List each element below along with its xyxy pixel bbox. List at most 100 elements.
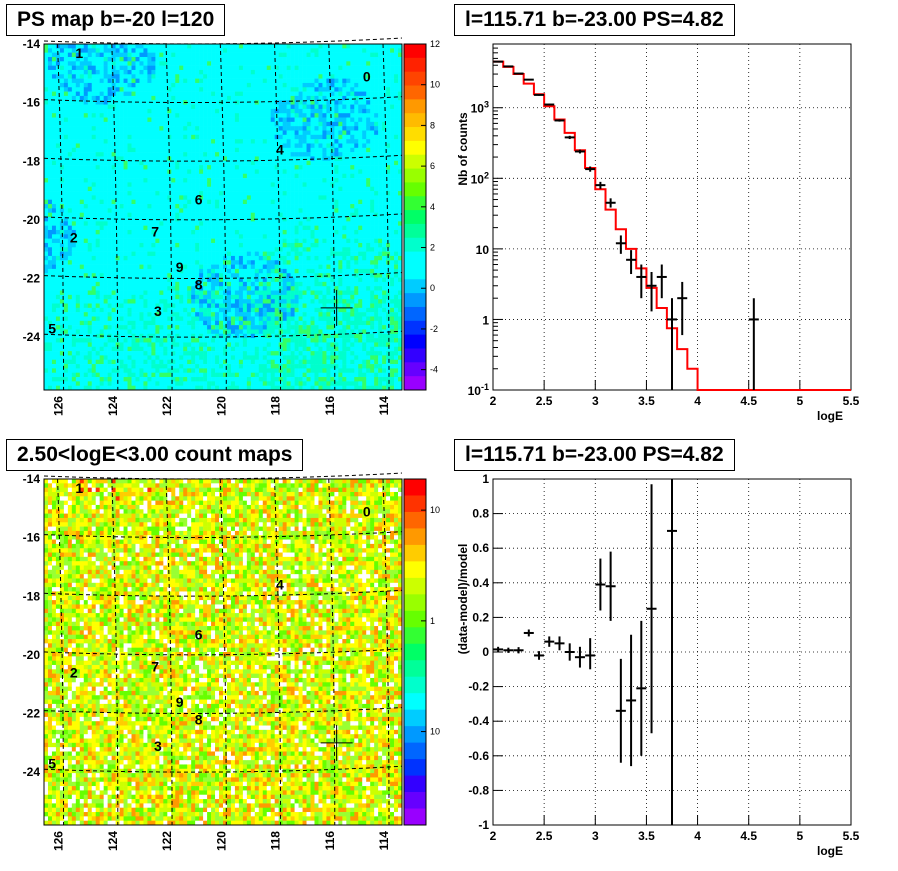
- heatmap-cell: [155, 255, 160, 261]
- heatmap-cell: [223, 294, 228, 300]
- heatmap-cell: [199, 48, 204, 53]
- heatmap-cell: [167, 44, 172, 49]
- heatmap-cell: [258, 82, 264, 88]
- heatmap-cell: [266, 156, 272, 162]
- heatmap-cell: [67, 251, 73, 257]
- heatmap-cell: [242, 195, 248, 201]
- heatmap-cell: [167, 113, 172, 118]
- heatmap-cell: [99, 65, 104, 71]
- heatmap-cell: [219, 126, 224, 131]
- heatmap-cell: [175, 316, 180, 322]
- heatmap-cell: [219, 104, 224, 110]
- heatmap-cell: [215, 260, 220, 265]
- heatmap-cell: [111, 290, 116, 296]
- heatmap-cell: [171, 44, 176, 49]
- heatmap-cell: [51, 385, 57, 391]
- heatmap-cell: [111, 121, 116, 127]
- heatmap-cell: [219, 268, 224, 274]
- heatmap-cell: [75, 242, 81, 248]
- heatmap-cell: [99, 277, 104, 283]
- heatmap-cell: [115, 121, 120, 127]
- heatmap-cell: [286, 238, 291, 244]
- heatmap-cell: [167, 82, 172, 88]
- heatmap-cell: [274, 156, 279, 162]
- heatmap-cell: [211, 307, 216, 313]
- heatmap-cell: [59, 242, 65, 248]
- heatmap-cell: [51, 342, 57, 348]
- heatmap-cell: [219, 208, 224, 213]
- heatmap-cell: [187, 44, 192, 49]
- heatmap-cell: [91, 320, 97, 326]
- heatmap-cell: [258, 191, 264, 196]
- heatmap-cell: [230, 312, 236, 317]
- heatmap-cell: [242, 69, 248, 75]
- heatmap-cell: [135, 204, 140, 209]
- heatmap-cell: [278, 346, 283, 352]
- heatmap-cell: [238, 338, 244, 343]
- heatmap-cell: [99, 126, 104, 131]
- heatmap-cell: [286, 126, 291, 131]
- heatmap-cell: [219, 113, 224, 118]
- heatmap-cell: [67, 299, 73, 304]
- heatmap-cell: [103, 217, 108, 222]
- heatmap-cell: [266, 44, 272, 49]
- heatmap-cell: [71, 121, 77, 127]
- heatmap-cell: [111, 130, 116, 136]
- heatmap-cell: [230, 178, 236, 183]
- heatmap-cell: [67, 281, 73, 287]
- heatmap-cell: [207, 117, 212, 123]
- heatmap-cell: [254, 255, 260, 261]
- heatmap-cell: [55, 251, 61, 257]
- heatmap-cell: [79, 351, 85, 356]
- heatmap-cell: [59, 247, 65, 252]
- heatmap-cell: [91, 199, 97, 205]
- heatmap-cell: [195, 186, 200, 192]
- heatmap-cell: [139, 307, 144, 313]
- heatmap-cell: [155, 87, 160, 92]
- heatmap-cell: [262, 264, 268, 270]
- heatmap-cell: [51, 178, 57, 183]
- heatmap-cell: [143, 377, 148, 382]
- heatmap-cell: [226, 147, 232, 153]
- heatmap-cell: [246, 346, 252, 352]
- heatmap-cell: [159, 208, 164, 213]
- heatmap-cell: [67, 100, 73, 105]
- heatmap-cell: [87, 78, 93, 84]
- heatmap-cell: [111, 182, 116, 188]
- heatmap-cell: [278, 87, 283, 92]
- heatmap-cell: [147, 372, 152, 378]
- heatmap-cell: [151, 325, 156, 330]
- heatmap-cell: [254, 195, 260, 201]
- heatmap-cell: [250, 134, 256, 140]
- heatmap-cell: [187, 78, 192, 84]
- heatmap-cell: [242, 143, 248, 149]
- heatmap-cell: [163, 316, 168, 322]
- heatmap-cell: [282, 134, 287, 140]
- heatmap-cell: [223, 108, 228, 114]
- heatmap-cell: [103, 169, 108, 175]
- heatmap-cell: [187, 260, 192, 265]
- heatmap-cell: [75, 82, 81, 88]
- heatmap-cell: [131, 217, 136, 222]
- heatmap-cell: [75, 208, 81, 213]
- heatmap-cell: [119, 212, 124, 218]
- heatmap-cell: [246, 178, 252, 183]
- heatmap-cell: [270, 169, 276, 175]
- heatmap-cell: [266, 126, 272, 131]
- heatmap-cell: [71, 268, 77, 274]
- heatmap-cell: [131, 134, 136, 140]
- heatmap-cell: [167, 173, 172, 179]
- heatmap-cell: [159, 65, 164, 71]
- heatmap-cell: [230, 191, 236, 196]
- heatmap-cell: [59, 147, 65, 153]
- heatmap-cell: [55, 268, 61, 274]
- heatmap-cell: [250, 195, 256, 201]
- heatmap-cell: [44, 364, 49, 369]
- heatmap-cell: [199, 152, 204, 157]
- heatmap-cell: [163, 178, 168, 183]
- heatmap-cell: [278, 156, 283, 162]
- heatmap-cell: [175, 191, 180, 196]
- heatmap-cell: [274, 52, 279, 58]
- heatmap-cell: [207, 381, 212, 386]
- heatmap-cell: [143, 61, 148, 66]
